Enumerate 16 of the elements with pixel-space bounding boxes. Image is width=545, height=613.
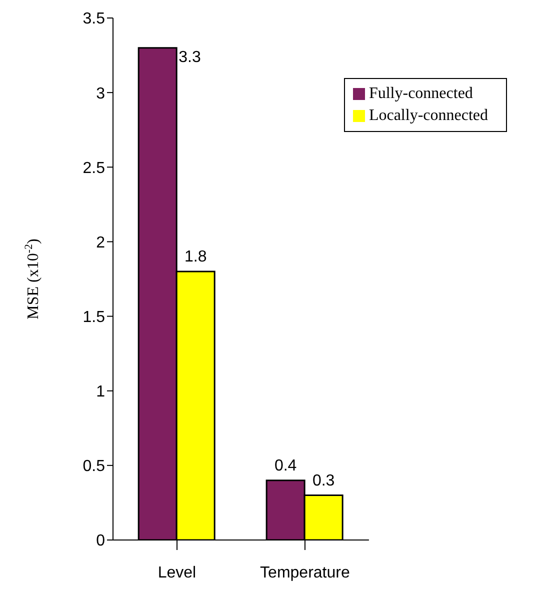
x-tick-label: Temperature (260, 564, 350, 582)
data-label: 0.4 (274, 457, 297, 474)
y-tick-label: 2 (96, 234, 106, 252)
y-tick-label: 1 (96, 384, 106, 401)
y-tick-label: 0.5 (82, 458, 106, 476)
y-tick-label: 0 (96, 532, 106, 550)
y-tick-label: 2.5 (82, 160, 106, 177)
data-label: 0.3 (312, 472, 335, 490)
legend-label: Fully-connected (368, 85, 473, 102)
y-tick-label: 3.5 (82, 10, 106, 28)
data-label: 3.3 (178, 49, 201, 66)
legend-label: Locally-connected (368, 107, 488, 124)
y-tick-label: 1.5 (82, 308, 106, 326)
x-tick-label: Level (158, 564, 196, 582)
data-label: 1.8 (184, 248, 207, 266)
y-tick-label: 3 (96, 85, 106, 102)
